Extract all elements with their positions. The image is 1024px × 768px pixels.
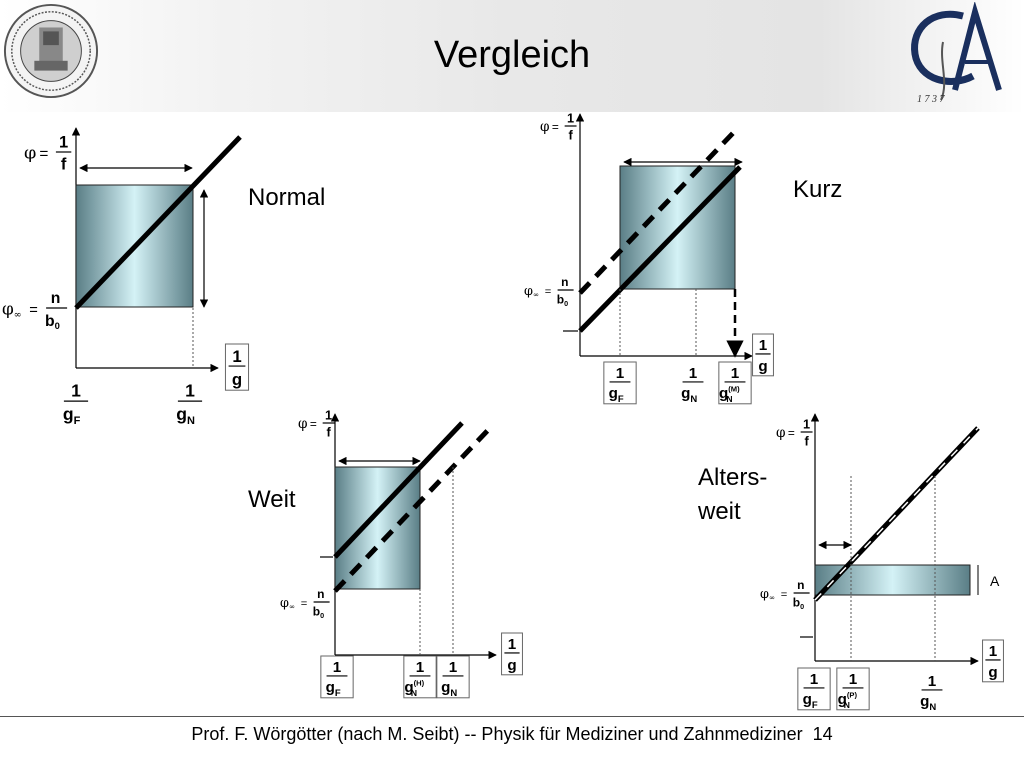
alt-1-gN-P-num: 1 (849, 671, 858, 688)
kurz-1-gN-num: 1 (689, 365, 698, 382)
kurz-axis-1g-den: g (758, 358, 767, 375)
alt-phi-f-num: 1 (803, 417, 810, 432)
kurz-1-gN-den: gN (681, 385, 697, 405)
weit-phi-inf-phi: φ∞ (280, 596, 295, 611)
weit-phi-inf-num: n (317, 587, 324, 601)
kurz-1-gN-M-box (718, 361, 752, 405)
weit-axis-1g-box (501, 632, 523, 676)
normal-axis-1g-box (224, 343, 250, 391)
normal-axis-1g-den: g (232, 370, 242, 389)
weit-1-gN-H-box (403, 655, 437, 699)
kurz-1-gN-M-num: 1 (731, 365, 740, 382)
weit-1-gN-box (436, 655, 470, 699)
kurz-1-gF-num: 1 (616, 365, 625, 382)
alt-phi-inf-num: n (797, 578, 804, 592)
slide-footer: Prof. F. Wörgötter (nach M. Seibt) -- Ph… (0, 724, 1024, 745)
weit-phi-inf-den: b0 (313, 605, 324, 620)
kurz-phi-inf-phi: φ∞ (524, 284, 539, 299)
alt-axis-1g-num: 1 (989, 643, 998, 660)
page-number: 14 (812, 724, 833, 744)
kurz-axis-1g-box (752, 333, 774, 377)
alt-1-gF-num: 1 (810, 671, 819, 688)
university-seal-logo (3, 3, 99, 99)
normal-1-gN-num: 1 (185, 381, 195, 401)
weit-1-gF-box (320, 655, 354, 699)
normal-1-gF-num: 1 (71, 381, 81, 401)
slide-title: Vergleich (433, 34, 591, 76)
normal-phi-inf-num: n (51, 290, 61, 307)
weit-dashed-line (333, 426, 492, 593)
logo-year-text: 1 7 3 7 (917, 94, 946, 105)
normal-phi-f-num: 1 (59, 134, 68, 152)
kurz-line (578, 165, 742, 333)
normal-phi-inf-phi: φ∞ (2, 298, 22, 320)
weit-phi-f-eq: = (310, 417, 317, 431)
footer-text: Prof. F. Wörgötter (nach M. Seibt) -- Ph… (191, 724, 803, 744)
weit-phi-f-num: 1 (325, 408, 332, 423)
weit-phi-inf-eq: = (301, 598, 308, 610)
weit-phi-f-phi: φ (298, 416, 308, 432)
label-kurz: Kurz (793, 176, 843, 203)
normal-phi-inf-den: b0 (45, 313, 60, 332)
alt-phi-inf-den: b0 (793, 596, 804, 611)
alt-1-gN-num: 1 (928, 673, 937, 690)
label-altersweit-1: Alters- (698, 464, 768, 491)
alt-axis-1g-box (982, 639, 1004, 683)
alt-phi-inf-phi: φ∞ (760, 587, 775, 602)
normal-phi-f-eq: = (39, 146, 48, 163)
label-weit: Weit (248, 486, 296, 513)
normal-phi-inf-eq: = (29, 302, 38, 318)
alt-phi-f-phi: φ (776, 425, 786, 441)
alt-1-gF-box (797, 667, 831, 711)
footer-divider (0, 716, 1024, 717)
kurz-phi-f-den: f (568, 128, 573, 143)
normal-line (74, 135, 242, 310)
kurz-phi-inf-eq: = (545, 286, 552, 298)
slide-header (0, 0, 1024, 112)
kurz-phi-inf-den: b0 (557, 293, 568, 308)
kurz-phi-f-eq: = (552, 120, 559, 134)
normal-phi-f-den: f (61, 156, 67, 174)
kurz-phi-f-phi: φ (540, 119, 550, 135)
alt-accommodation-box (814, 564, 971, 596)
kurz-phi-inf-num: n (561, 275, 568, 289)
normal-phi-f-phi: φ (24, 144, 36, 164)
weit-phi-f-den: f (326, 425, 331, 440)
weit-axis-1g-num: 1 (508, 636, 517, 653)
alt-dashed-overlay (814, 427, 979, 601)
alt-1-gN-den: gN (920, 693, 936, 713)
alt-phi-f-eq: = (788, 426, 795, 440)
label-normal: Normal (248, 184, 326, 211)
weit-axis-1g-den: g (507, 657, 516, 674)
normal-1-gN-den: gN (176, 404, 195, 427)
weit-line (333, 421, 464, 559)
weit-1-gN-num: 1 (449, 659, 458, 676)
weit-1-gF-num: 1 (333, 659, 342, 676)
label-altersweit-2: weit (698, 498, 741, 525)
normal-axis-1g-num: 1 (232, 347, 241, 366)
weit-1-gN-H-num: 1 (416, 659, 425, 676)
kurz-1-gF-box (603, 361, 637, 405)
alt-label-A: A (990, 573, 1000, 589)
alt-phi-f-den: f (804, 434, 809, 449)
ga-monogram-logo: 1 7 3 7 (911, 2, 1002, 105)
kurz-phi-f-num: 1 (567, 111, 574, 126)
weit-accommodation-box (334, 466, 421, 590)
alt-axis-1g-den: g (988, 664, 997, 681)
normal-1-gF-den: gF (63, 404, 81, 427)
alt-phi-inf-eq: = (781, 589, 788, 601)
alt-1-gN-P-box (836, 667, 870, 711)
kurz-axis-1g-num: 1 (759, 337, 768, 354)
